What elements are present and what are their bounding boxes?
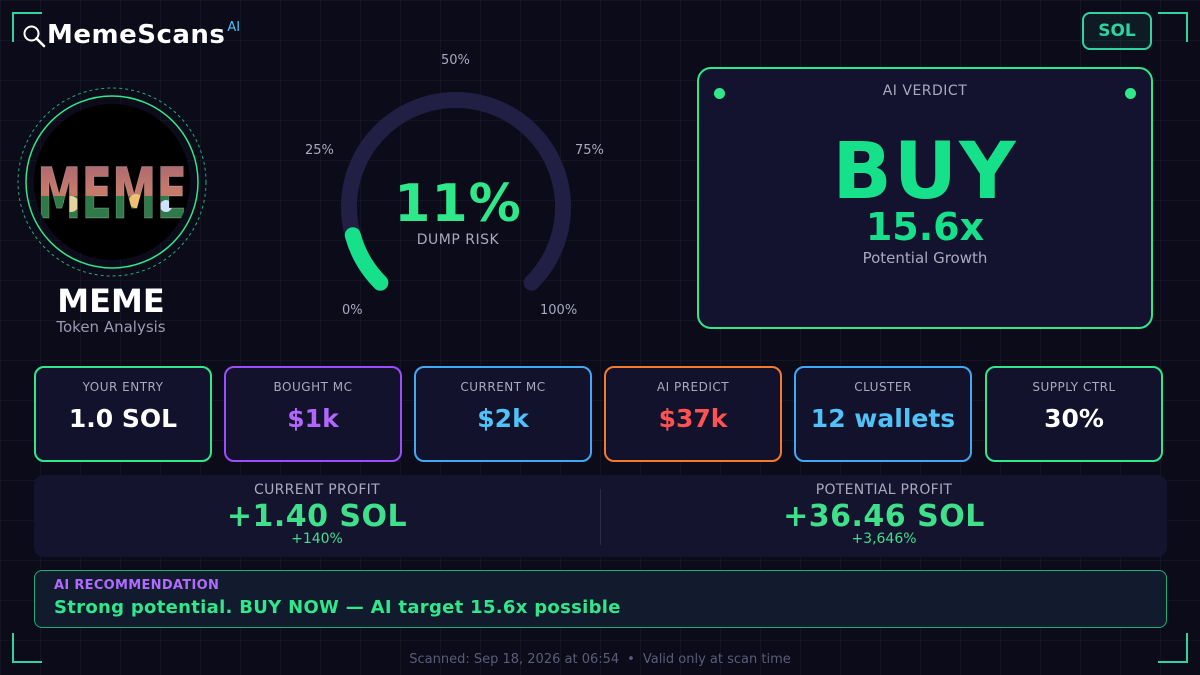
current-profit-value: +1.40 SOL [226, 499, 408, 534]
divider [600, 489, 601, 545]
token-name: MEME [57, 282, 165, 320]
ai-recommendation: AI RECOMMENDATION Strong potential. BUY … [34, 570, 1167, 628]
gauge-tick-50: 50% [441, 53, 470, 68]
recommendation-text: Strong potential. BUY NOW — AI target 15… [54, 597, 621, 618]
token-avatar: MEME MEME [16, 86, 208, 278]
potential-profit: POTENTIAL PROFIT +36.46 SOL +3,646% [601, 475, 1167, 557]
recommendation-title: AI RECOMMENDATION [54, 578, 220, 593]
stat-label: CLUSTER [854, 380, 912, 394]
stat-value: 12 wallets [810, 404, 956, 433]
dump-risk-gauge: 50% 25% 75% 0% 100% 11% DUMP RISK [300, 50, 620, 330]
gauge-track [341, 92, 571, 291]
scan-timestamp: Scanned: Sep 18, 2026 at 06:54 [409, 652, 620, 667]
stat-card-current-mc: CURRENT MC $2k [414, 366, 592, 462]
profit-panel: CURRENT PROFIT +1.40 SOL +140% POTENTIAL… [34, 475, 1167, 557]
current-profit-label: CURRENT PROFIT [254, 482, 380, 498]
stats-row: YOUR ENTRY 1.0 SOL BOUGHT MC $1k CURRENT… [34, 366, 1163, 462]
stat-card-supply-ctrl: SUPPLY CTRL 30% [985, 366, 1163, 462]
stat-card-ai-predict: AI PREDICT $37k [604, 366, 782, 462]
stat-label: AI PREDICT [656, 380, 730, 394]
brand-ai-superscript: AI [227, 20, 241, 35]
footer: Scanned: Sep 18, 2026 at 06:54 • Valid onl… [0, 652, 1200, 667]
footer-separator: • [627, 652, 635, 667]
stat-label: SUPPLY CTRL [1032, 380, 1116, 394]
status-dot [1125, 88, 1136, 99]
gauge-tick-25: 25% [305, 143, 334, 158]
token-subtitle: Token Analysis [56, 318, 166, 336]
verdict-title: AI VERDICT [882, 83, 968, 99]
gauge-tick-100: 100% [540, 303, 578, 318]
verdict-decision: BUY [832, 127, 1018, 217]
corner-bracket-bottom-right [1158, 633, 1188, 663]
corner-bracket-top-right [1158, 12, 1188, 42]
dump-risk-label: DUMP RISK [416, 232, 500, 248]
stat-label: CURRENT MC [460, 380, 546, 394]
current-profit-percent: +140% [291, 531, 343, 547]
potential-profit-label: POTENTIAL PROFIT [815, 482, 953, 498]
validity-note: Valid only at scan time [642, 652, 791, 667]
stat-value: 30% [1044, 404, 1104, 433]
brand-name: MemeScans [47, 20, 226, 50]
magnifier-icon [23, 25, 46, 48]
gauge-tick-75: 75% [575, 143, 604, 158]
potential-profit-value: +36.46 SOL [783, 499, 985, 534]
token-logo-text: MEME [37, 153, 187, 235]
gauge-tick-0: 0% [342, 303, 363, 318]
gauge-fill [344, 227, 389, 291]
verdict-subtitle: Potential Growth [862, 249, 988, 267]
status-dot [714, 88, 725, 99]
stat-value: $37k [658, 404, 728, 433]
verdict-multiplier: 15.6x [865, 205, 985, 249]
stat-card-bought-mc: BOUGHT MC $1k [224, 366, 402, 462]
current-profit: CURRENT PROFIT +1.40 SOL +140% [34, 475, 600, 557]
corner-bracket-top-left [12, 12, 42, 42]
potential-profit-percent: +3,646% [851, 531, 917, 547]
corner-bracket-bottom-left [12, 633, 42, 663]
brand-logo[interactable]: MemeScans AI [22, 20, 240, 50]
stat-value: 1.0 SOL [68, 404, 178, 433]
stat-value: $2k [477, 404, 529, 433]
stat-card-your-entry: YOUR ENTRY 1.0 SOL [34, 366, 212, 462]
stat-label: YOUR ENTRY [82, 380, 164, 394]
ai-verdict-panel: AI VERDICT BUY 15.6x Potential Growth [697, 67, 1153, 329]
stat-value: $1k [287, 404, 339, 433]
dump-risk-value: 11% [394, 174, 522, 234]
stat-label: BOUGHT MC [273, 380, 353, 394]
chain-badge[interactable]: SOL [1082, 12, 1152, 50]
stat-card-cluster: CLUSTER 12 wallets [794, 366, 972, 462]
